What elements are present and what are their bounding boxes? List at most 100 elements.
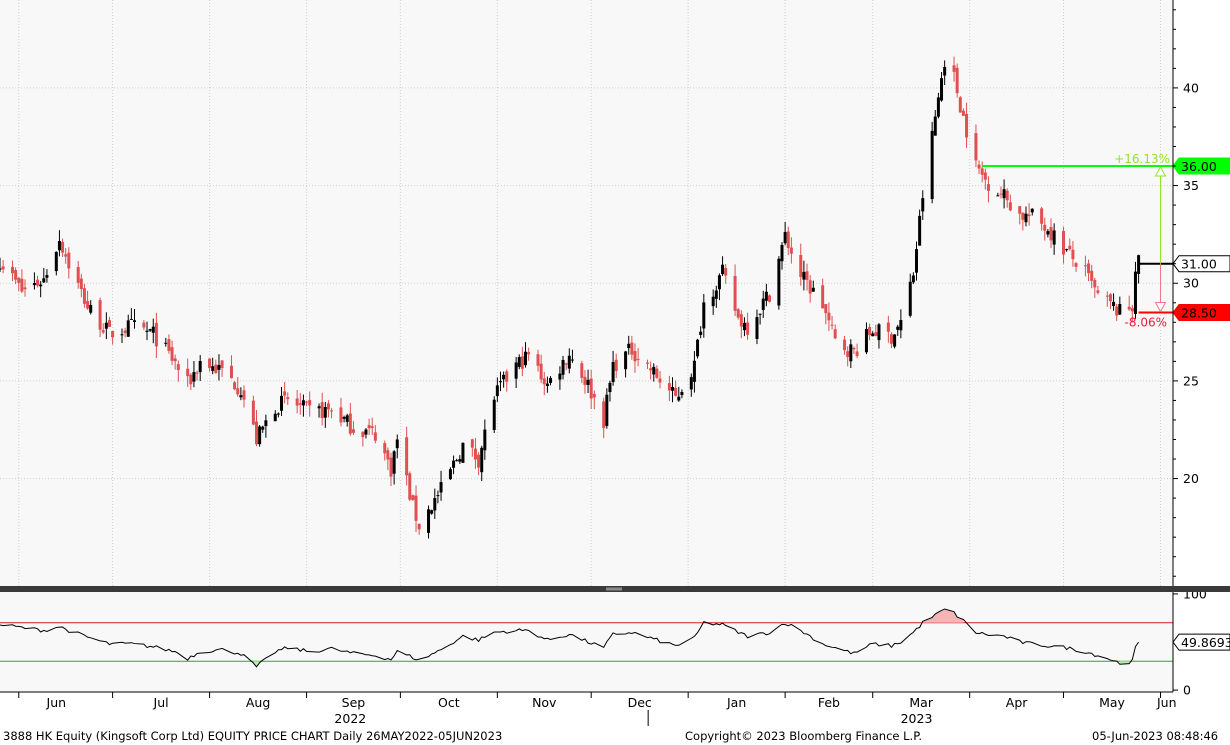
price-tick-label: 30 bbox=[1183, 276, 1199, 291]
candle-body bbox=[61, 241, 65, 253]
candle-body bbox=[689, 377, 693, 390]
x-month-label: Nov bbox=[532, 695, 557, 710]
candle-body bbox=[123, 330, 127, 334]
candle-body bbox=[986, 184, 990, 191]
candle-body bbox=[930, 130, 934, 200]
candle-body bbox=[126, 320, 130, 337]
candle-body bbox=[764, 291, 768, 301]
candle-body bbox=[192, 372, 196, 382]
candle-body bbox=[483, 429, 487, 451]
candle-body bbox=[101, 330, 105, 333]
candle-body bbox=[667, 383, 671, 391]
candle-body bbox=[448, 469, 452, 480]
candle-body bbox=[886, 322, 890, 332]
candle-body bbox=[14, 270, 18, 280]
candle-body bbox=[164, 342, 168, 344]
x-month-label: May bbox=[1099, 695, 1125, 710]
loss-arrow-head bbox=[1154, 302, 1167, 313]
candle-body bbox=[283, 391, 287, 396]
candle-body bbox=[455, 460, 459, 462]
candle-body bbox=[558, 373, 562, 380]
candle-body bbox=[295, 398, 299, 406]
candle-body bbox=[983, 172, 987, 180]
candle-body bbox=[1002, 189, 1006, 199]
candle-body bbox=[142, 322, 146, 328]
candle-body bbox=[877, 324, 881, 341]
candle-body bbox=[458, 459, 462, 462]
candle-body bbox=[958, 97, 962, 113]
candle-body bbox=[42, 278, 46, 283]
candle-body bbox=[1065, 249, 1069, 251]
candle-body bbox=[1130, 308, 1134, 312]
candle-body bbox=[239, 395, 243, 398]
gain-arrow-head bbox=[1154, 166, 1167, 177]
candle-body bbox=[655, 368, 659, 378]
candle-body bbox=[680, 391, 684, 396]
candle-body bbox=[652, 366, 656, 375]
candle-body bbox=[198, 360, 202, 373]
candle-body bbox=[940, 78, 944, 101]
candle-body bbox=[439, 482, 443, 493]
candle-body bbox=[658, 378, 662, 383]
candle-body bbox=[82, 288, 86, 304]
candle-body bbox=[1093, 279, 1097, 288]
separator-grip[interactable] bbox=[606, 587, 622, 591]
candle-body bbox=[943, 66, 947, 76]
candle-body bbox=[767, 295, 771, 302]
candle-body bbox=[264, 420, 268, 427]
candle-body bbox=[389, 457, 393, 477]
candle-body bbox=[317, 406, 321, 409]
candle-body bbox=[561, 359, 565, 375]
candle-body bbox=[1074, 263, 1078, 267]
candle-body bbox=[933, 116, 937, 136]
candle-body bbox=[342, 417, 346, 419]
x-month-label: Jun bbox=[46, 695, 67, 710]
candle-body bbox=[586, 379, 590, 385]
candle-body bbox=[699, 331, 703, 336]
candle-body bbox=[170, 347, 174, 361]
candle-body bbox=[896, 326, 900, 330]
x-month-label: Jun bbox=[1156, 695, 1177, 710]
candle-body bbox=[308, 400, 312, 406]
candle-body bbox=[430, 510, 434, 514]
candle-body bbox=[627, 343, 631, 349]
candle-body bbox=[789, 247, 793, 254]
candle-body bbox=[1027, 214, 1031, 217]
candle-body bbox=[189, 374, 193, 385]
candle-body bbox=[480, 447, 484, 473]
candle-body bbox=[383, 443, 387, 454]
candle-body bbox=[154, 322, 158, 347]
candle-body bbox=[251, 400, 255, 425]
candle-body bbox=[326, 403, 330, 410]
candle-body bbox=[411, 495, 415, 500]
candle-body bbox=[45, 275, 49, 278]
candle-body bbox=[605, 394, 609, 426]
rsi-line bbox=[0, 608, 1140, 668]
x-month-label: Mar bbox=[909, 695, 933, 710]
candle-body bbox=[955, 67, 959, 94]
candle-body bbox=[145, 330, 149, 332]
candle-body bbox=[721, 264, 725, 275]
gain-percent-label: +16.13% bbox=[1114, 152, 1170, 166]
level-tag: 28.50 bbox=[1172, 304, 1230, 322]
candle-body bbox=[674, 387, 678, 396]
candle-body bbox=[254, 421, 258, 445]
candle-body bbox=[1133, 271, 1137, 314]
price-tick-label: 40 bbox=[1183, 80, 1199, 95]
candle-body bbox=[567, 355, 571, 369]
candle-body bbox=[477, 454, 481, 468]
candle-body bbox=[261, 426, 265, 430]
candle-body bbox=[120, 334, 124, 336]
candle-body bbox=[39, 284, 43, 287]
level-tag-text: 28.50 bbox=[1181, 306, 1217, 321]
candle-body bbox=[1043, 224, 1047, 231]
candle-body bbox=[345, 415, 349, 422]
candle-body bbox=[915, 249, 919, 273]
candle-body bbox=[808, 280, 812, 294]
candle-body bbox=[233, 382, 237, 390]
candle-body bbox=[821, 285, 825, 309]
candle-body bbox=[148, 329, 152, 331]
candle-body bbox=[502, 374, 506, 380]
candle-body bbox=[1005, 190, 1009, 201]
